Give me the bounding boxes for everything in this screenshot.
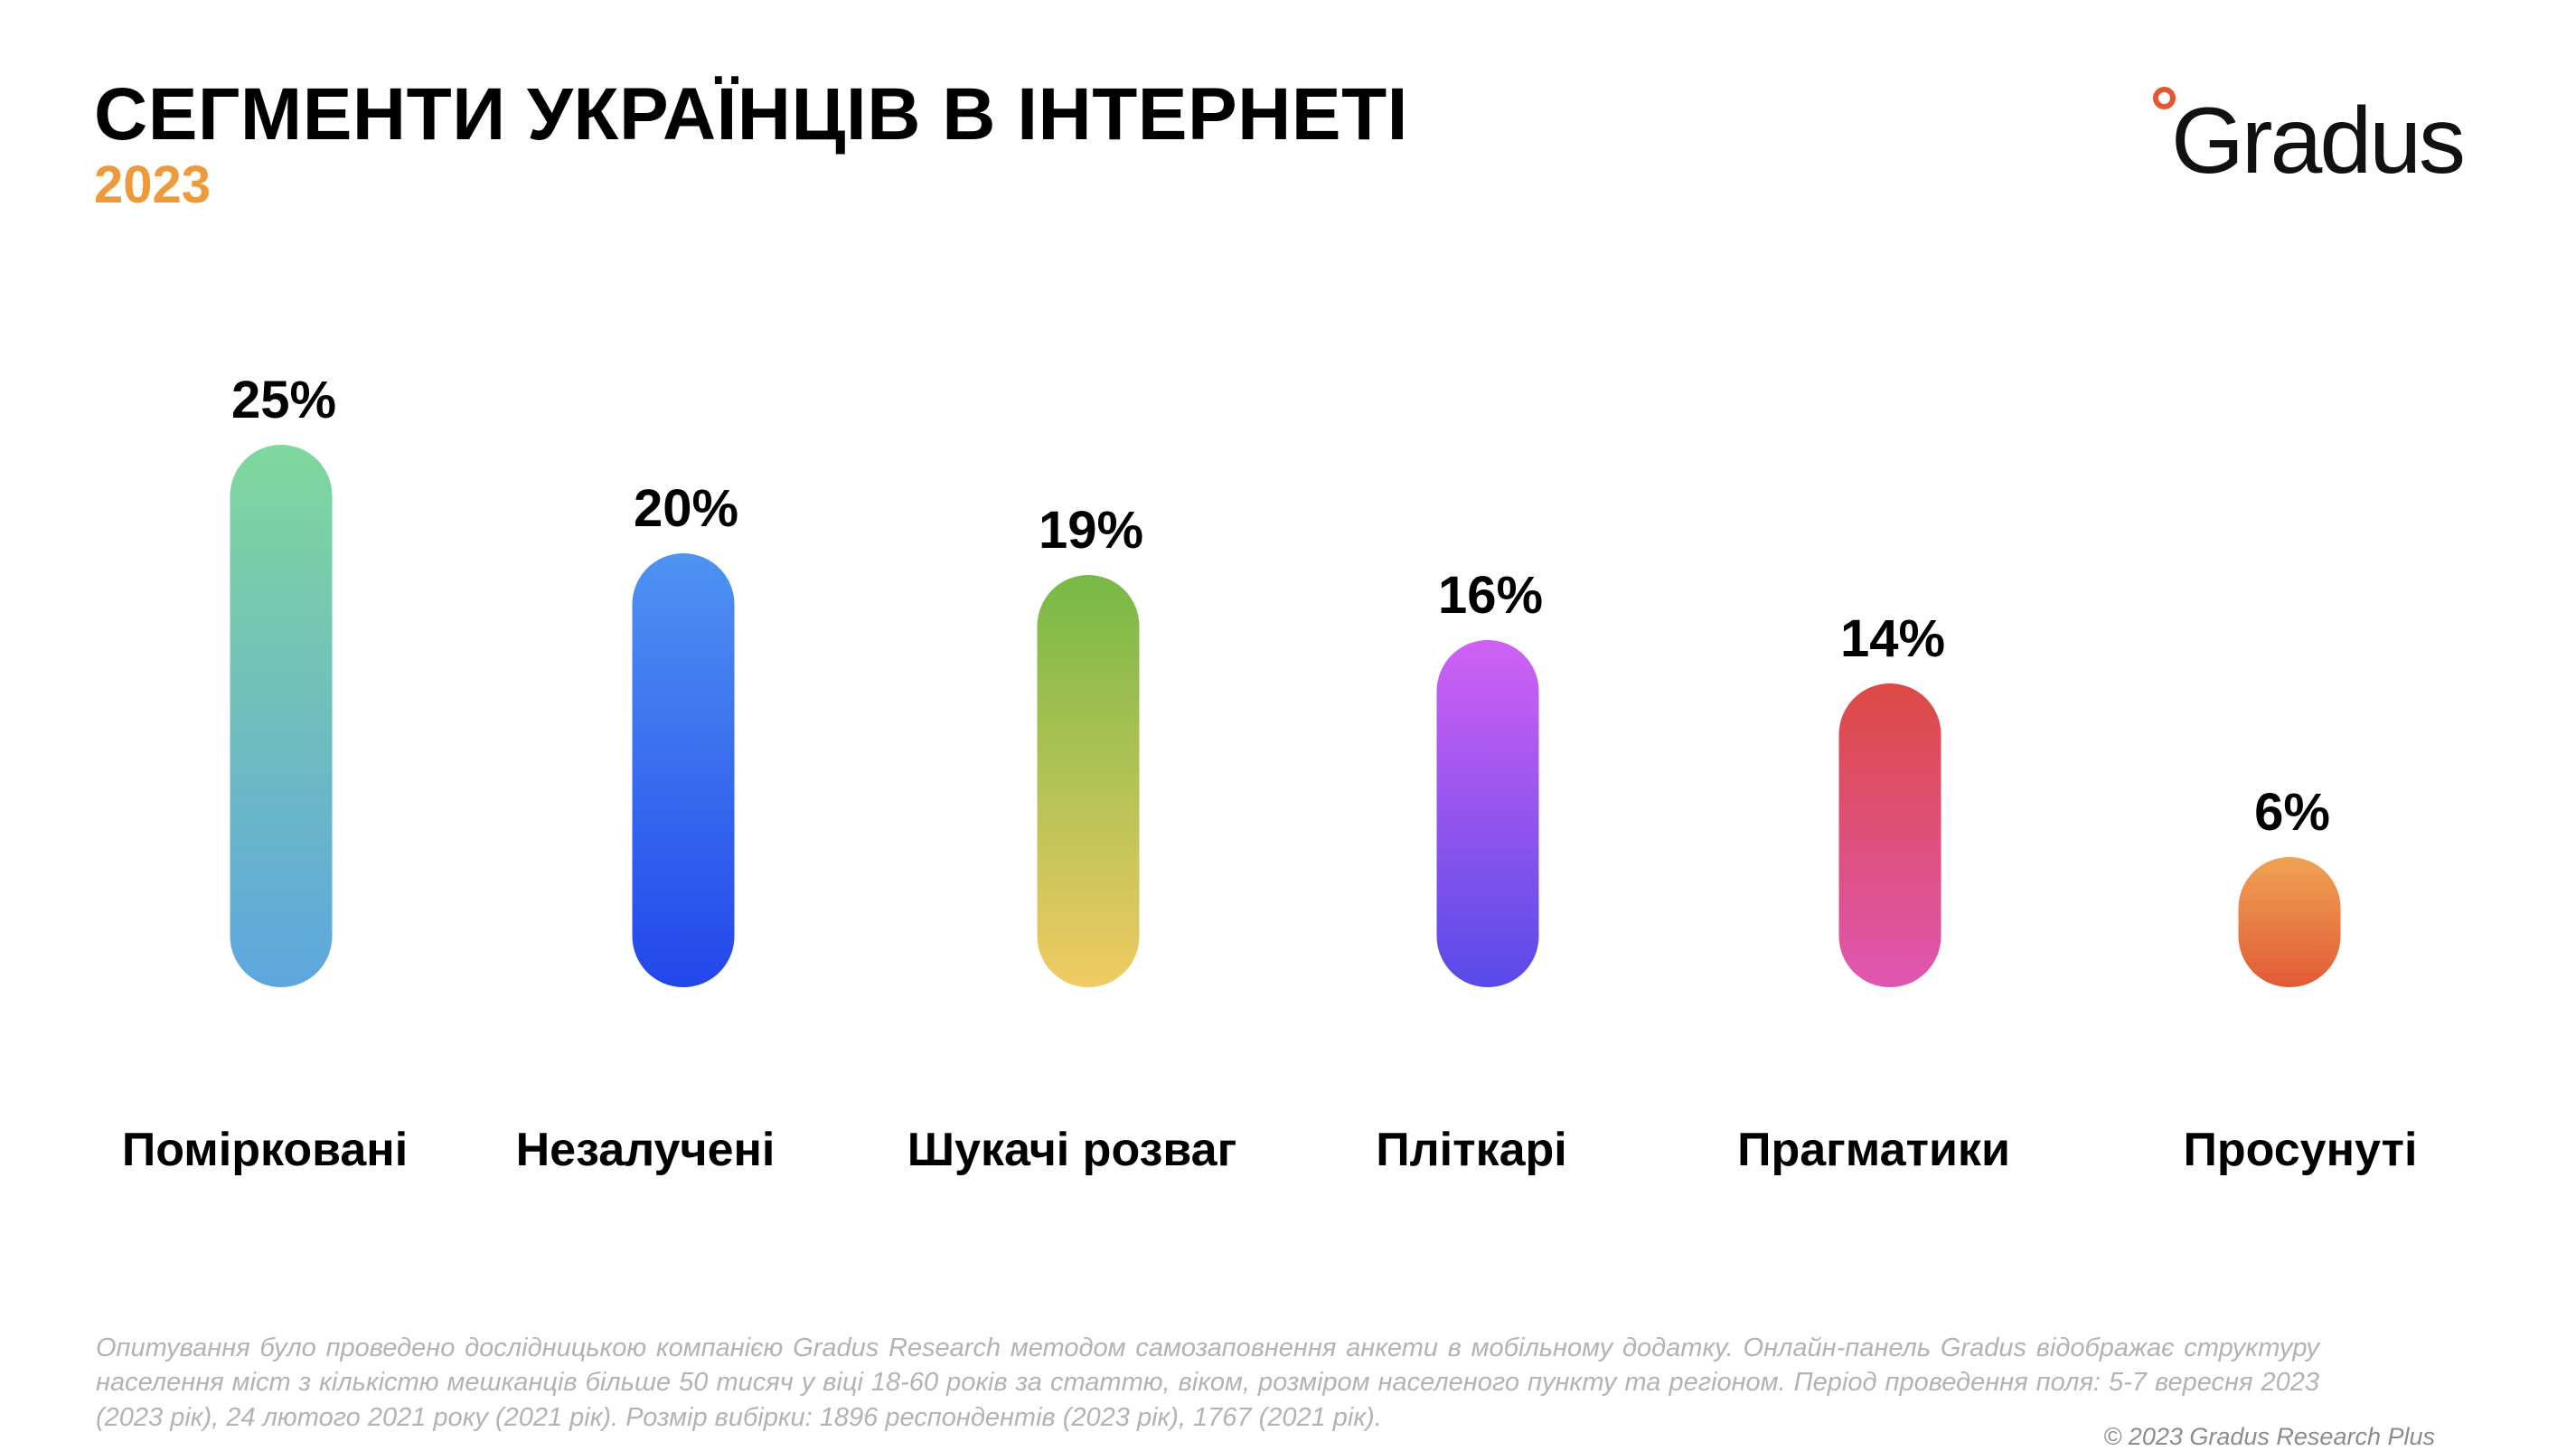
value-labels-group: 25% 20% 19% 16% 14% 6% bbox=[231, 371, 2330, 842]
category-label-1: Помірковані bbox=[122, 1124, 408, 1176]
category-label-5: Прагматики bbox=[1737, 1124, 2010, 1176]
copyright-text: © 2023 Gradus Research Plus bbox=[2103, 1423, 2435, 1450]
category-labels-group: Помірковані Незалучені Шукачі розваг Плітка… bbox=[122, 1124, 2418, 1176]
category-label-2: Незалучені bbox=[516, 1124, 776, 1176]
bar-3 bbox=[1037, 575, 1140, 987]
value-label-4: 16% bbox=[1438, 566, 1543, 625]
value-label-1: 25% bbox=[231, 371, 336, 429]
value-label-3: 19% bbox=[1039, 501, 1143, 560]
logo-text: Gradus bbox=[2171, 89, 2466, 193]
bar-6 bbox=[2238, 857, 2341, 987]
value-label-2: 20% bbox=[634, 479, 738, 538]
value-label-5: 14% bbox=[1840, 609, 1945, 668]
category-label-3: Шукачі розваг bbox=[907, 1124, 1236, 1176]
category-label-4: Пліткарі bbox=[1376, 1124, 1566, 1176]
logo-ring-icon bbox=[2153, 87, 2176, 109]
bar-5 bbox=[1838, 683, 1941, 987]
bar-2 bbox=[632, 553, 735, 987]
value-label-6: 6% bbox=[2254, 783, 2330, 842]
page-title: СЕГМЕНТИ УКРАЇНЦІВ В ІНТЕРНЕТІ bbox=[94, 73, 1408, 155]
category-label-6: Просунуті bbox=[2184, 1124, 2418, 1176]
segments-bar-chart: 25% 20% 19% 16% 14% 6% Помірковані Незалучені Ш… bbox=[122, 371, 2418, 1176]
bars-group bbox=[230, 445, 2341, 987]
bar-1 bbox=[230, 445, 333, 987]
gradus-logo: Gradus bbox=[2151, 83, 2513, 201]
bar-4 bbox=[1436, 640, 1539, 987]
year-subtitle: 2023 bbox=[94, 155, 212, 214]
methodology-footnote: Опитування було проведено дослідницькою … bbox=[96, 1333, 2319, 1432]
